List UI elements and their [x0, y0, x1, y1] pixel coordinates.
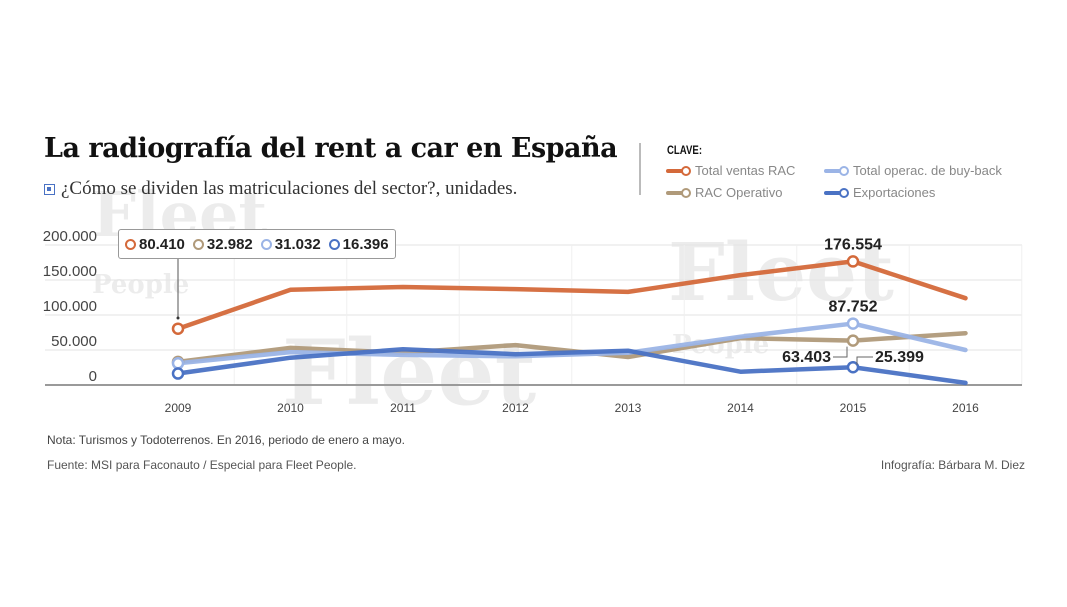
data-point-marker [171, 357, 185, 370]
data-label-total-2015: 176.554 [824, 236, 882, 253]
x-tick-label: 2011 [390, 401, 416, 415]
data-label-export-2015: 25.399 [875, 349, 924, 366]
tooltip-value: 80.410 [139, 235, 185, 253]
y-tick-label: 0 [89, 368, 97, 385]
line-marker-icon [824, 187, 850, 198]
connector-operativo [833, 346, 848, 358]
series-line-total-ventas-rac [175, 259, 968, 331]
y-tick-label: 150.000 [43, 263, 97, 280]
line-marker-icon [666, 187, 692, 198]
data-point-marker [171, 367, 185, 380]
legend-label: Exportaciones [853, 185, 936, 200]
data-point-marker [171, 322, 185, 335]
credit-text: Infografía: Bárbara M. Diez [880, 458, 1025, 472]
data-point-marker [846, 360, 860, 374]
y-tick-label: 200.000 [43, 228, 97, 245]
x-tick-label: 2010 [277, 401, 304, 415]
tooltip-value: 32.982 [206, 235, 253, 253]
legend-item-exportaciones: Exportaciones [824, 185, 935, 200]
line-marker-icon [666, 165, 692, 176]
x-tick-label: 2012 [502, 401, 529, 415]
marker-icon [192, 238, 204, 250]
source-text: Fuente: MSI para Faconauto / Especial pa… [47, 458, 357, 472]
legend-item-rac-operativo: RAC Operativo [666, 185, 782, 200]
x-tick-label: 2015 [840, 401, 867, 415]
tooltip-value: 31.032 [274, 235, 321, 253]
legend-label: Total operac. de buy-back [853, 163, 1002, 178]
subtitle-text: ¿Cómo se dividen las matriculaciones del… [61, 178, 518, 199]
marker-icon [260, 238, 272, 250]
x-tick-label: 2009 [165, 401, 192, 415]
marker-icon [125, 238, 136, 250]
square-bullet-icon [44, 183, 55, 195]
tooltip-item: 31.032 [260, 235, 321, 253]
y-tick-label: 50.000 [51, 333, 97, 350]
data-point-marker [846, 255, 860, 268]
x-tick-label: 2016 [952, 401, 979, 415]
connector-export [856, 356, 873, 365]
legend-label: RAC Operativo [695, 185, 783, 200]
tooltip-value: 16.396 [342, 235, 389, 253]
marker-icon [328, 238, 340, 250]
legend-divider [639, 143, 641, 195]
legend-title: CLAVE: [667, 143, 703, 157]
data-label-operativo-2015: 63.403 [782, 349, 831, 366]
data-point-marker [846, 317, 860, 330]
data-point-marker [846, 334, 860, 347]
tooltip-item: 80.410 [125, 236, 185, 253]
chart-title: La radiografía del rent a car en España [44, 133, 618, 164]
tooltip-pointer-tip [176, 316, 180, 320]
legend-label: Total ventas RAC [695, 163, 796, 178]
watermark-people-1: People [92, 270, 190, 300]
watermark-fleet-2: Fleet [282, 320, 537, 426]
x-tick-label: 2014 [727, 401, 754, 415]
tooltip-2009: 80.410 32.982 31.032 16.396 [118, 229, 396, 259]
line-marker-icon [824, 165, 850, 176]
y-tick-label: 100.000 [43, 298, 97, 315]
x-tick-label: 2013 [615, 401, 642, 415]
legend-item-buyback: Total operac. de buy-back [824, 163, 1002, 178]
tooltip-item: 32.982 [192, 235, 253, 253]
footnote: Nota: Turismos y Todoterrenos. En 2016, … [47, 433, 405, 447]
chart-subtitle: ¿Cómo se dividen las matriculaciones del… [44, 178, 517, 200]
data-label-buyback-2015: 87.752 [829, 299, 878, 316]
series-line-exportaciones [175, 347, 968, 386]
tooltip-item: 16.396 [328, 235, 389, 253]
legend-item-total-ventas: Total ventas RAC [666, 163, 795, 178]
